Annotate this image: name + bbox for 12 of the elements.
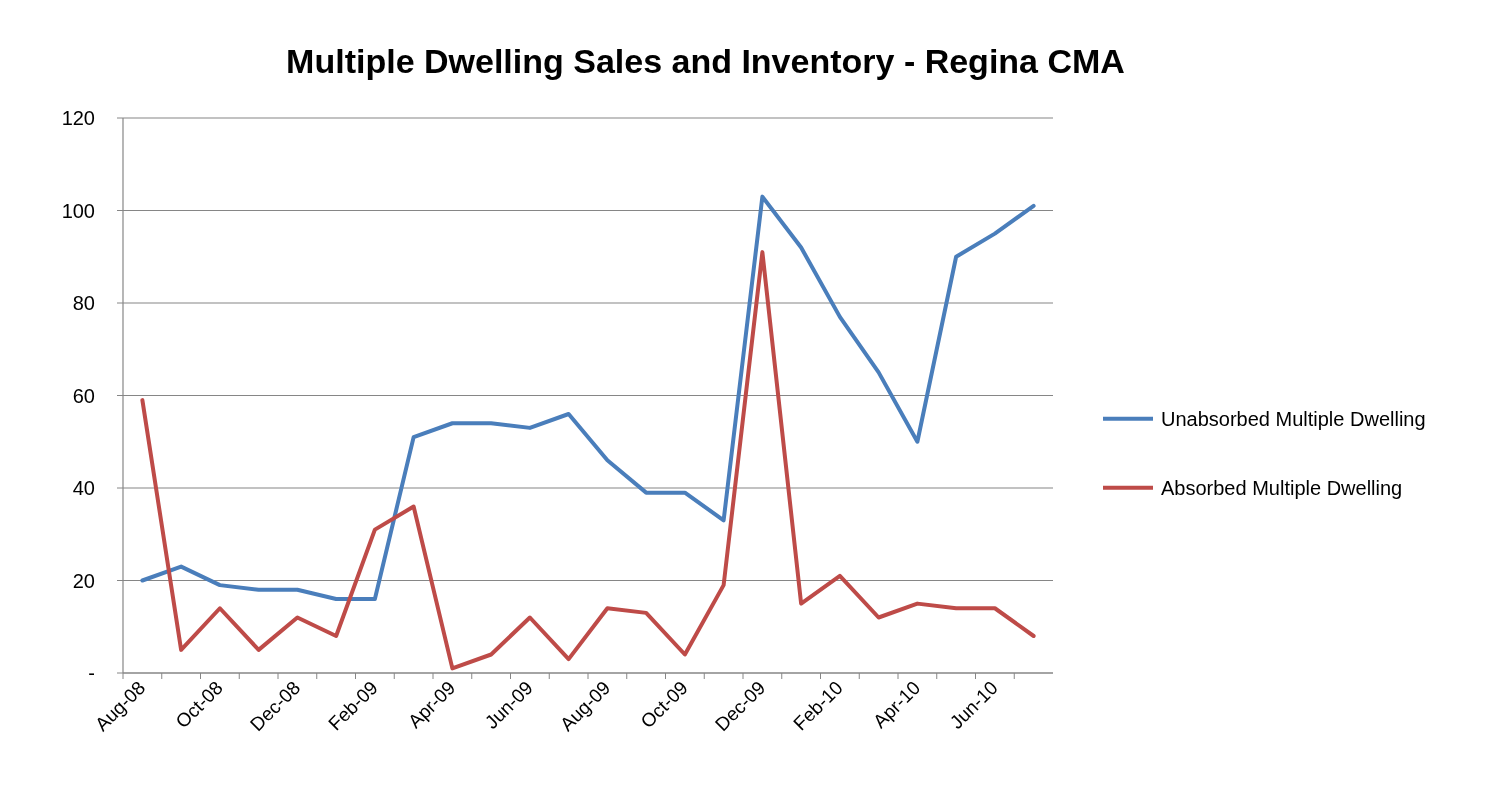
y-tick-label: 60 [72,384,95,407]
chart-title: Multiple Dwelling Sales and Inventory - Regina CMA [286,42,1125,80]
legend-label: Absorbed Multiple Dwelling [1161,476,1403,499]
y-tick-label: 20 [72,569,95,592]
line-series [140,250,1036,671]
y-tick-label: 120 [61,107,95,129]
y-tick-label: 40 [72,477,95,499]
y-tick-label: 80 [72,292,95,314]
y-tick-label: - [88,662,95,684]
legend-label: Unabsorbed Multiple Dwelling [1161,407,1426,430]
line-series [140,194,1036,601]
y-tick-label: 100 [61,199,95,222]
